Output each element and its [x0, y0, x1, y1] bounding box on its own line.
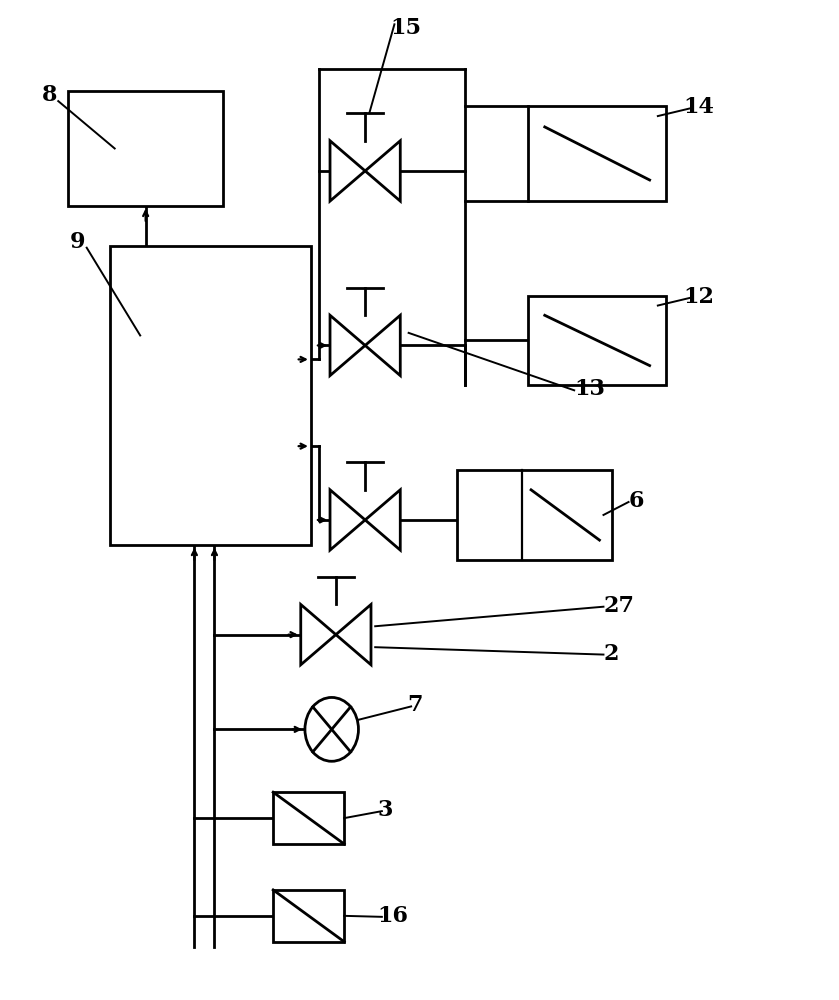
Text: 15: 15 — [390, 17, 421, 39]
Polygon shape — [336, 604, 371, 665]
Text: 9: 9 — [70, 231, 86, 253]
Polygon shape — [330, 315, 365, 376]
Text: 2: 2 — [603, 643, 619, 665]
Bar — [529, 106, 666, 201]
Bar — [457, 470, 612, 560]
Polygon shape — [330, 141, 365, 201]
Polygon shape — [365, 315, 400, 376]
Bar — [68, 91, 223, 206]
Circle shape — [305, 697, 358, 761]
Polygon shape — [365, 490, 400, 550]
Polygon shape — [330, 490, 365, 550]
Text: 6: 6 — [628, 490, 644, 512]
Text: 27: 27 — [603, 595, 634, 617]
Text: 12: 12 — [683, 286, 714, 308]
Text: 14: 14 — [683, 96, 714, 118]
Bar — [529, 296, 666, 385]
Bar — [274, 890, 344, 942]
Text: 3: 3 — [378, 799, 393, 821]
Bar — [274, 792, 344, 844]
Text: 16: 16 — [378, 905, 409, 927]
Polygon shape — [300, 604, 336, 665]
Polygon shape — [365, 141, 400, 201]
Text: 8: 8 — [41, 84, 57, 106]
Text: 7: 7 — [407, 694, 423, 716]
Text: 13: 13 — [574, 378, 605, 400]
Bar — [110, 246, 310, 545]
